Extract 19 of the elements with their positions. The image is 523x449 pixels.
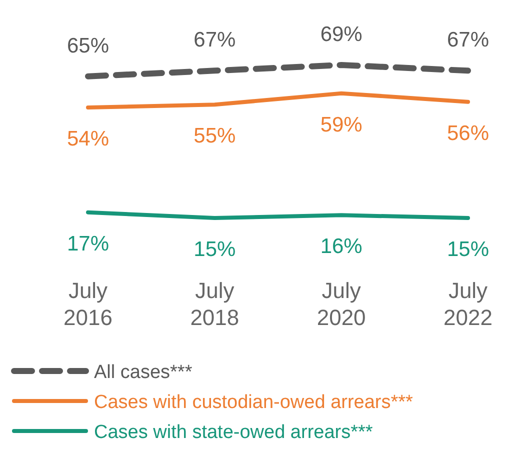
data-label: 67% <box>446 28 490 52</box>
data-label: 65% <box>66 34 110 58</box>
data-label: 16% <box>320 235 362 258</box>
data-label: 56% <box>446 122 490 145</box>
data-label: 54% <box>66 128 110 150</box>
data-label: 55% <box>194 124 236 148</box>
data-label: 15% <box>446 238 490 261</box>
x-tick-label: July 2020 <box>316 278 366 330</box>
legend-label: Cases with custodian-owed arrears*** <box>94 392 414 413</box>
data-label: 17% <box>66 232 110 256</box>
data-label: 67% <box>194 28 236 52</box>
data-label: 15% <box>194 238 236 261</box>
data-label: 59% <box>320 113 362 136</box>
x-tick-label: July 2018 <box>190 278 240 330</box>
data-label: 69% <box>320 23 362 46</box>
x-tick-label: July 2022 <box>444 278 492 330</box>
legend-label: All cases*** <box>94 362 193 383</box>
x-tick-label: July 2016 <box>64 278 112 330</box>
legend-label: Cases with state-owed arrears*** <box>94 422 374 443</box>
